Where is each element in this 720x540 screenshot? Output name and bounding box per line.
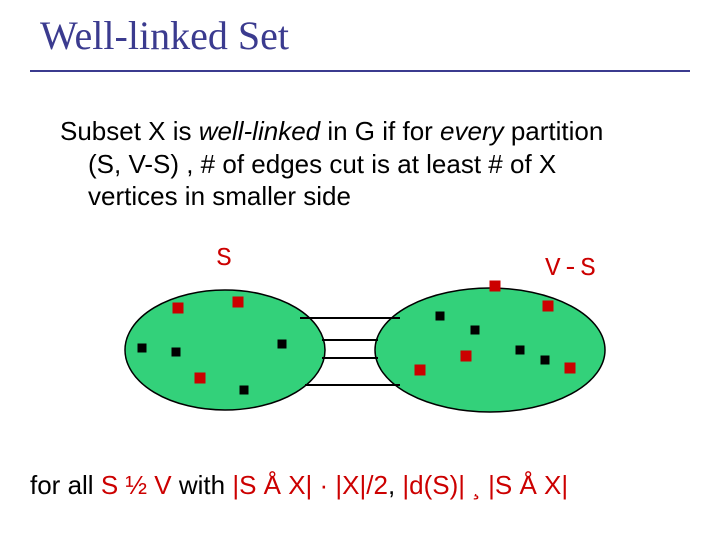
def-pre: Subset X is [60, 116, 199, 146]
bottom-formula: for all S ½ V with |S Å X| · |X|/2, |d(S… [30, 470, 700, 501]
def-line-3: vertices in smaller side [60, 180, 670, 213]
vertex-5 [471, 326, 480, 335]
x-vertex-6 [543, 301, 554, 312]
vertex-4 [436, 312, 445, 321]
bt3: with [172, 470, 233, 500]
def-every: every [440, 116, 504, 146]
def-mid1: in G if for [320, 116, 440, 146]
vertex-1 [172, 348, 181, 357]
def-mid2: partition [504, 116, 604, 146]
slide: { "title": "Well-linked Set", "definitio… [0, 0, 720, 540]
vertex-0 [138, 344, 147, 353]
label-S: S [216, 243, 234, 273]
x-vertex-2 [195, 373, 206, 384]
x-vertex-3 [415, 365, 426, 376]
x-vertex-5 [490, 281, 501, 292]
label-VS: V-S [545, 253, 598, 283]
def-welllinked: well-linked [199, 116, 320, 146]
blob-0 [125, 290, 325, 410]
slide-title: Well-linked Set [40, 12, 289, 59]
x-vertex-7 [565, 363, 576, 374]
definition-text: Subset X is well-linked in G if for ever… [60, 115, 670, 213]
x-vertex-4 [461, 351, 472, 362]
x-vertex-0 [173, 303, 184, 314]
title-underline [30, 70, 690, 72]
blob-1 [375, 288, 605, 412]
vertex-2 [240, 386, 249, 395]
x-vertex-1 [233, 297, 244, 308]
well-linked-diagram: S V-S [0, 240, 720, 450]
def-line-1: Subset X is well-linked in G if for ever… [60, 115, 670, 148]
vertex-7 [541, 356, 550, 365]
vertex-3 [278, 340, 287, 349]
bt4: |S Å X| · |X|/2 [232, 470, 388, 500]
bt6: |d(S)| ¸ |S Å X| [402, 470, 568, 500]
def-line-2: (S, V-S) , # of edges cut is at least # … [60, 148, 670, 181]
bt5: , [388, 470, 402, 500]
vertex-6 [516, 346, 525, 355]
bt2: S ½ V [101, 470, 172, 500]
bt1: for all [30, 470, 101, 500]
